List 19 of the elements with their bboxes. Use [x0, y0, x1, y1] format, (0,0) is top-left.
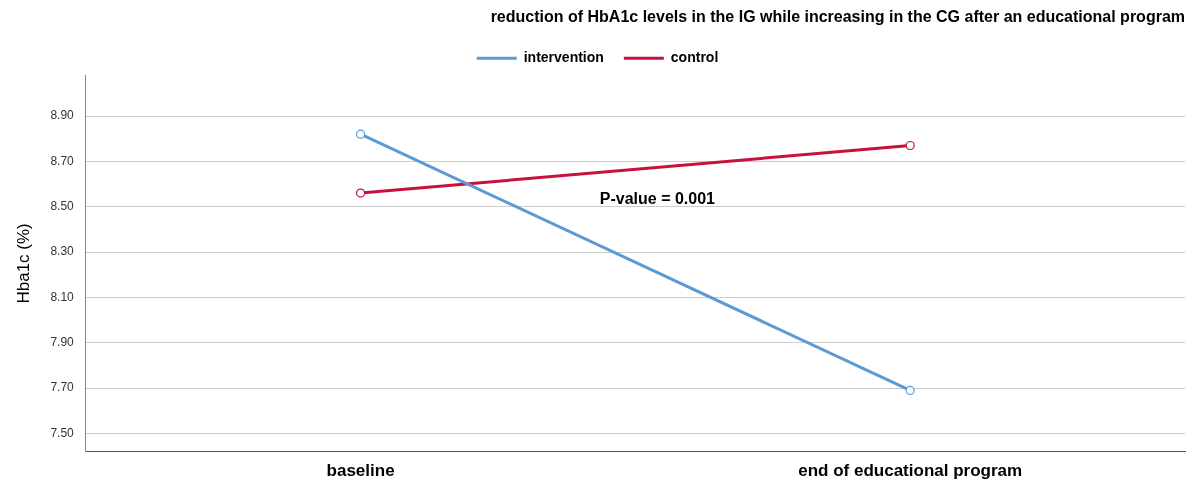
- y-axis-title: Hba1c (%): [13, 223, 33, 304]
- y-tick-label: 7.90: [50, 335, 75, 350]
- point: [355, 188, 366, 198]
- y-tick-label: 7.70: [50, 380, 75, 395]
- y-tick-label: 8.90: [50, 108, 75, 123]
- chart-title: reduction of HbA1c levels in the IG while increasing in the CG after an educational program: [490, 8, 1185, 26]
- y-tick-label: 8.50: [50, 199, 75, 214]
- y-tick-label: 8.30: [50, 244, 75, 259]
- x-tick-label: end of educational program: [798, 461, 1023, 481]
- x-tick-label: baseline: [326, 461, 395, 481]
- y-tick-label: 7.50: [50, 425, 75, 440]
- annotation: P-value = 0.001: [599, 189, 716, 207]
- point: [905, 140, 915, 151]
- point: [905, 385, 915, 395]
- legend-label: intervention: [523, 49, 604, 66]
- legend-label: control: [670, 49, 719, 66]
- y-tick-label: 8.70: [50, 153, 75, 168]
- y-tick-label: 8.10: [50, 289, 75, 304]
- point: [355, 129, 366, 139]
